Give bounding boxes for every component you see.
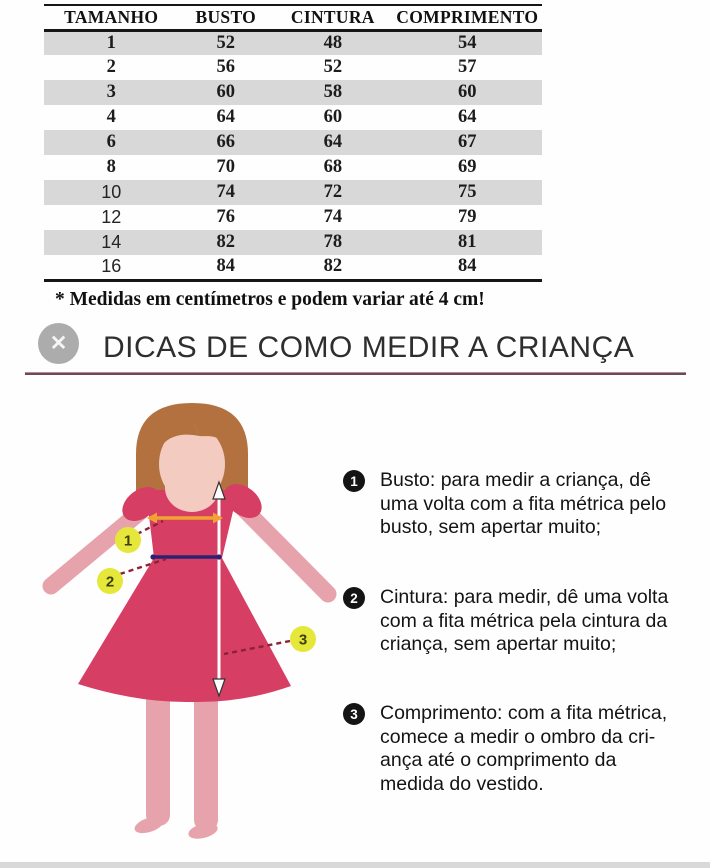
- tip-item-comprimento: 3 Comprimento: com a fita métrica, comec…: [343, 702, 677, 796]
- length-measure-arrow: [212, 480, 226, 698]
- table-row: 14 82 78 81: [44, 230, 542, 255]
- cell-cintura: 60: [323, 107, 343, 127]
- cell-size: 16: [101, 256, 122, 277]
- cell-comprimento: 75: [458, 182, 477, 202]
- marker-3: 3: [290, 626, 316, 652]
- marker-2: 2: [97, 568, 123, 594]
- tip-text: Busto: para medir a criança, dê uma volt…: [380, 469, 667, 538]
- marker-pointer-dashes: [119, 519, 291, 656]
- cell-busto: 56: [216, 57, 236, 77]
- cell-size: 10: [101, 182, 122, 202]
- header-tamanho: TAMANHO: [44, 5, 179, 32]
- marker-2-label: 2: [106, 574, 114, 591]
- cell-size: 1: [106, 32, 116, 53]
- section-title: DICAS DE COMO MEDIR A CRIANÇA: [103, 331, 635, 364]
- cell-comprimento: 64: [458, 107, 477, 127]
- girl-dress: [78, 490, 291, 703]
- cell-cintura: 74: [323, 207, 343, 227]
- cell-cintura: 78: [323, 232, 343, 252]
- table-row: 16 84 82 84: [44, 255, 542, 280]
- cell-cintura: 68: [323, 157, 343, 177]
- table-row: 4 64 60 64: [44, 105, 542, 130]
- cell-cintura: 64: [323, 132, 343, 152]
- tip-number-badge: 3: [343, 703, 365, 725]
- girl-fringe: [159, 420, 227, 450]
- divider-line: [25, 372, 686, 375]
- cell-size: 6: [106, 132, 116, 152]
- girl-legs: [134, 676, 218, 839]
- close-icon: ✕: [49, 332, 68, 355]
- cell-busto: 64: [216, 107, 236, 127]
- table-header-row: TAMANHO BUSTO CINTURA COMPRIMENTO: [44, 5, 542, 32]
- girl-face: [159, 425, 225, 503]
- cell-size: 14: [101, 232, 122, 252]
- measurement-note: * Medidas em centímetros e podem variar …: [55, 289, 485, 310]
- header-cintura: CINTURA: [273, 5, 393, 32]
- cell-size: 3: [106, 82, 116, 102]
- waist-measure-line: [150, 554, 222, 560]
- marker-1-label: 1: [124, 533, 132, 550]
- cell-size: 2: [106, 57, 116, 77]
- tip-item-cintura: 2 Cintura: para medir, dê uma volta com …: [343, 586, 677, 657]
- cell-busto: 76: [216, 207, 236, 227]
- header-busto: BUSTO: [178, 5, 274, 32]
- cell-cintura: 52: [323, 57, 343, 77]
- cell-busto: 60: [216, 82, 236, 102]
- bottom-edge-strip: [0, 862, 710, 868]
- table-row: 2 56 52 57: [44, 55, 542, 80]
- cell-size: 4: [106, 107, 116, 127]
- size-chart-table: TAMANHO BUSTO CINTURA COMPRIMENTO 1 52 4…: [44, 4, 542, 282]
- cell-comprimento: 79: [458, 207, 477, 227]
- cell-comprimento: 54: [458, 32, 477, 53]
- table-row: 1 52 48 54: [44, 30, 542, 55]
- cell-comprimento: 67: [458, 132, 477, 152]
- cell-comprimento: 69: [458, 157, 477, 177]
- tip-item-busto: 1 Busto: para medir a criança, dê uma vo…: [343, 469, 677, 540]
- cell-size: 8: [106, 157, 116, 177]
- tip-text: Comprimento: com a fita métrica, comece …: [380, 702, 668, 795]
- cell-busto: 84: [216, 256, 236, 277]
- cell-busto: 70: [216, 157, 236, 177]
- table-row: 10 74 72 75: [44, 180, 542, 205]
- marker-3-label: 3: [299, 632, 307, 649]
- cell-busto: 52: [216, 32, 236, 53]
- table-row: 3 60 58 60: [44, 80, 542, 105]
- cell-comprimento: 84: [458, 256, 477, 277]
- cell-busto: 82: [216, 232, 236, 252]
- table-row: 8 70 68 69: [44, 155, 542, 180]
- cell-busto: 74: [216, 182, 236, 202]
- bust-measure-line: [147, 512, 223, 524]
- cell-comprimento: 60: [458, 82, 477, 102]
- tip-text: Cintura: para medir, dê uma volta com a …: [380, 586, 669, 655]
- cell-cintura: 82: [323, 256, 343, 277]
- cell-cintura: 58: [323, 82, 343, 102]
- cell-comprimento: 57: [458, 57, 477, 77]
- cell-cintura: 48: [323, 32, 343, 53]
- tip-number-badge: 1: [343, 470, 365, 492]
- cell-size: 12: [101, 207, 122, 227]
- table-row: 12 76 74 79: [44, 205, 542, 230]
- cell-busto: 66: [216, 132, 236, 152]
- tip-number-badge: 2: [343, 587, 365, 609]
- girl-arms: [42, 500, 337, 603]
- marker-1: 1: [115, 527, 141, 553]
- measurement-diagram: 1 2 3: [42, 403, 337, 839]
- cell-cintura: 72: [323, 182, 343, 202]
- header-comprimento: COMPRIMENTO: [392, 5, 542, 32]
- close-button[interactable]: ✕: [38, 323, 79, 364]
- table-row: 6 66 64 67: [44, 130, 542, 155]
- cell-comprimento: 81: [458, 232, 477, 252]
